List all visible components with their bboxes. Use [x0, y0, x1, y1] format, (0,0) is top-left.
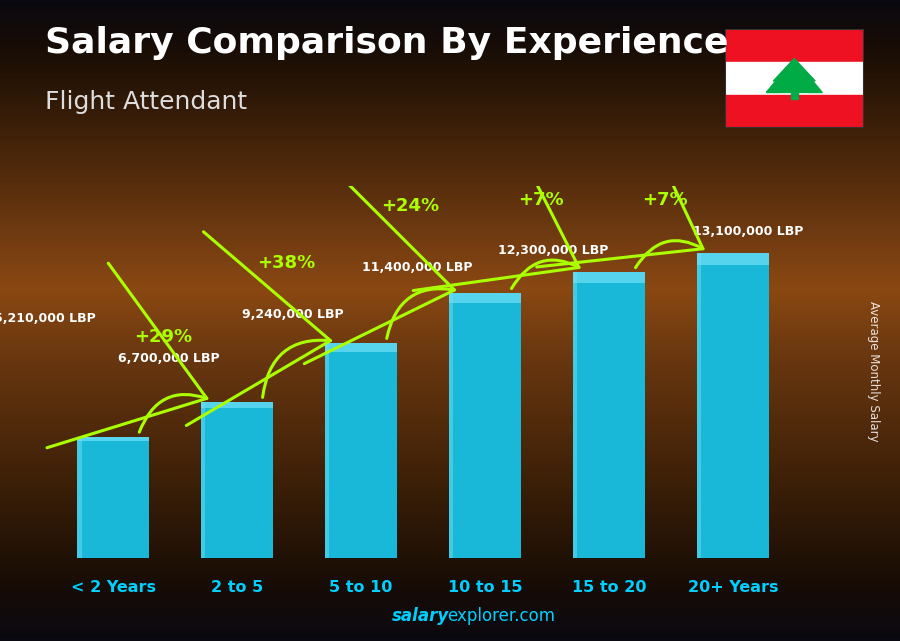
- Text: +7%: +7%: [642, 190, 688, 209]
- Bar: [77, 437, 82, 558]
- Bar: [449, 293, 521, 303]
- Bar: [325, 343, 329, 558]
- FancyArrowPatch shape: [413, 118, 579, 290]
- Bar: [573, 272, 644, 558]
- Text: 12,300,000 LBP: 12,300,000 LBP: [498, 244, 608, 257]
- Bar: [77, 437, 149, 442]
- Text: < 2 Years: < 2 Years: [71, 580, 156, 595]
- Polygon shape: [767, 58, 823, 92]
- Text: 6,700,000 LBP: 6,700,000 LBP: [118, 352, 220, 365]
- Text: +38%: +38%: [257, 254, 316, 272]
- Polygon shape: [767, 81, 788, 92]
- Bar: [724, 62, 864, 95]
- Bar: [202, 402, 273, 558]
- Bar: [790, 90, 798, 99]
- Text: 15 to 20: 15 to 20: [572, 580, 646, 595]
- Text: +29%: +29%: [134, 328, 192, 346]
- Bar: [697, 253, 701, 558]
- Polygon shape: [801, 81, 823, 92]
- Bar: [77, 437, 149, 558]
- Text: Average Monthly Salary: Average Monthly Salary: [868, 301, 880, 442]
- Bar: [202, 402, 205, 558]
- Bar: [573, 272, 644, 283]
- FancyArrowPatch shape: [304, 172, 454, 363]
- Bar: [325, 343, 397, 558]
- FancyArrowPatch shape: [47, 263, 207, 448]
- Bar: [724, 95, 864, 128]
- Text: Salary Comparison By Experience: Salary Comparison By Experience: [45, 26, 728, 60]
- Bar: [202, 402, 273, 408]
- Text: 20+ Years: 20+ Years: [688, 580, 778, 595]
- Bar: [325, 343, 397, 351]
- Bar: [449, 293, 454, 558]
- Bar: [697, 253, 769, 265]
- Text: explorer.com: explorer.com: [447, 607, 555, 625]
- Bar: [724, 29, 864, 62]
- Bar: [573, 272, 577, 558]
- Text: Flight Attendant: Flight Attendant: [45, 90, 248, 113]
- Text: 2 to 5: 2 to 5: [211, 580, 263, 595]
- Text: 10 to 15: 10 to 15: [447, 580, 522, 595]
- Text: 11,400,000 LBP: 11,400,000 LBP: [362, 261, 472, 274]
- Bar: [449, 293, 521, 558]
- Text: +7%: +7%: [518, 190, 563, 209]
- Polygon shape: [773, 58, 815, 81]
- Bar: [697, 253, 769, 558]
- Text: salary: salary: [392, 607, 449, 625]
- Text: 13,100,000 LBP: 13,100,000 LBP: [692, 226, 803, 238]
- Text: 9,240,000 LBP: 9,240,000 LBP: [242, 308, 344, 320]
- FancyArrowPatch shape: [186, 232, 330, 426]
- Text: 5,210,000 LBP: 5,210,000 LBP: [0, 312, 96, 325]
- Text: 5 to 10: 5 to 10: [329, 580, 392, 595]
- Text: +24%: +24%: [382, 197, 440, 215]
- FancyArrowPatch shape: [536, 97, 703, 268]
